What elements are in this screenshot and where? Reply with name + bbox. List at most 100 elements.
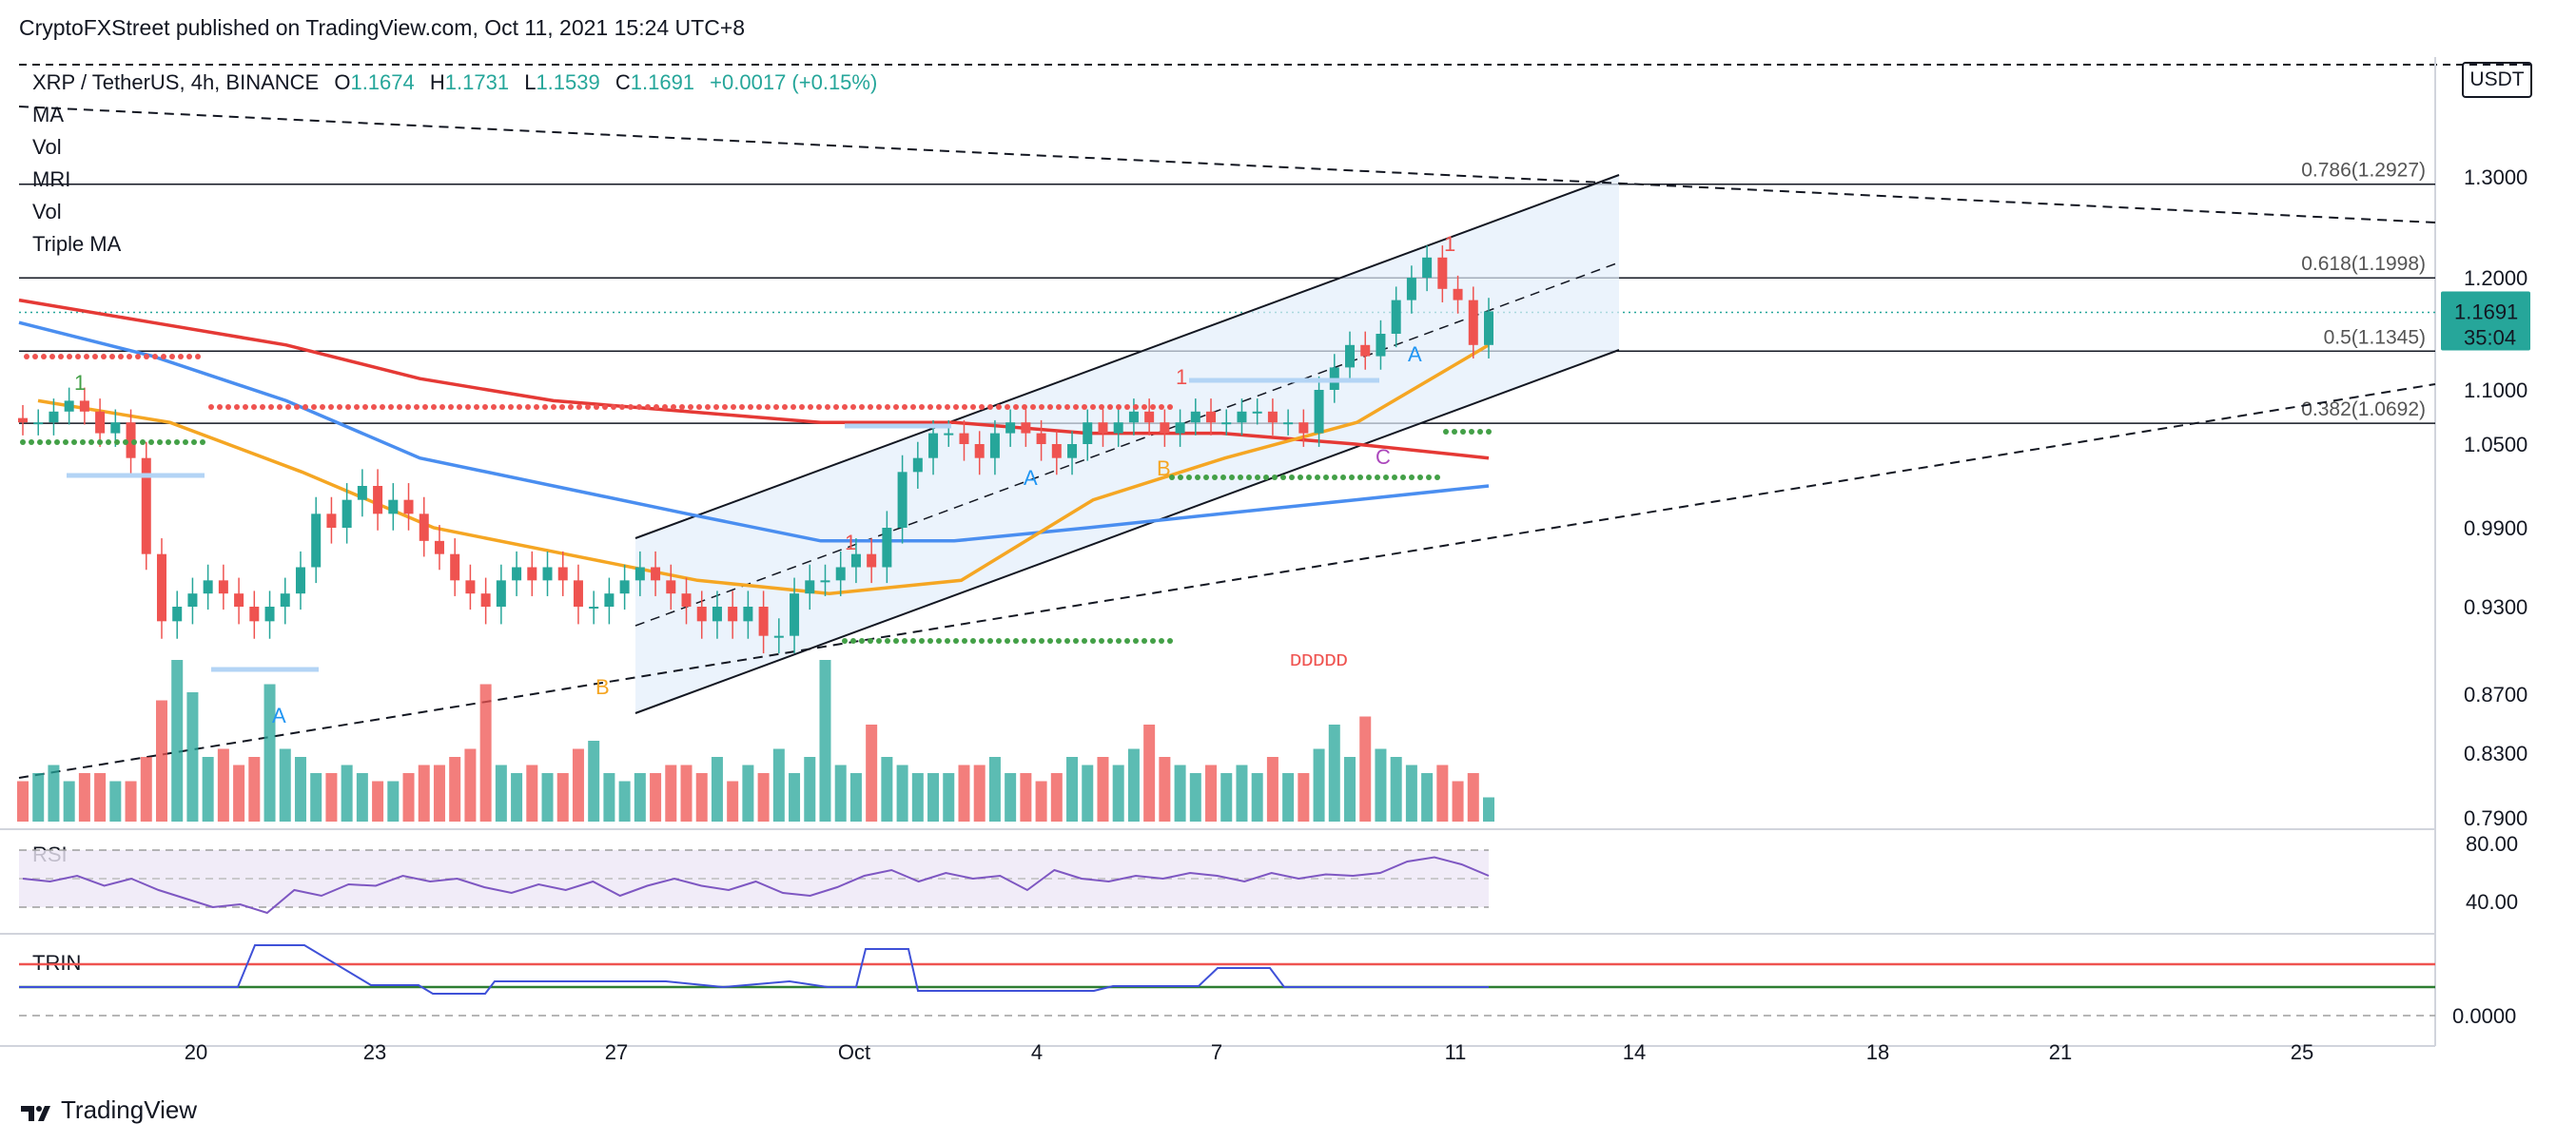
trin-line [19,944,1489,995]
wave-label: 1 [1176,365,1187,389]
red-dot-level [790,404,796,410]
green-dot-level [1022,638,1027,644]
symbol-label[interactable]: XRP / TetherUS, 4h, BINANCE [32,70,320,94]
green-dot-level [1392,475,1397,480]
trin-tick-label: 0.0000 [2452,1004,2516,1028]
candle-body [434,540,444,554]
low-value: 1.1539 [536,70,600,94]
red-dot-level [1064,404,1070,410]
volume-bar [233,765,245,822]
publisher-line: CryptoFXStreet published on TradingView.… [19,15,746,40]
candle-body [264,607,275,622]
red-dot-level [337,404,342,410]
open-key: O [334,70,351,94]
volume-bar [1127,748,1140,822]
red-dot-level [499,404,505,410]
candle-body [850,553,861,568]
volume-bar [988,757,1001,822]
indicator-vol[interactable]: Vol [32,135,62,159]
red-dot-level [970,404,976,410]
volume-bar [1082,765,1094,822]
price-tick-label: 1.2000 [2464,266,2527,290]
indicator-triple-ma[interactable]: Triple MA [32,232,122,256]
candle-body [928,433,939,458]
green-dot-level [1064,638,1070,644]
channel-drawings [18,106,2436,779]
red-dot-level [568,404,574,410]
green-dot-level [88,439,94,445]
red-dot-level [24,354,29,359]
candle-body [373,486,383,514]
candle-body [1406,278,1416,300]
candle-body [989,433,1000,458]
volume-bar [263,684,276,822]
green-dot-level [1383,475,1389,480]
candle-body [974,444,985,458]
green-dot-level [1255,475,1260,480]
candle-body [126,422,136,458]
volume-bar [819,660,831,822]
candle-body [156,553,166,622]
wave-label: B [1157,456,1171,480]
red-dot-level [225,404,231,410]
candle-body [1376,334,1386,357]
wave-label: 1 [1444,232,1455,256]
red-dot-level [671,404,676,410]
green-dot-level [885,638,890,644]
green-dot-level [1142,638,1147,644]
volume-bar [495,765,507,822]
red-dot-level [688,404,693,410]
price-tick-label: 0.7900 [2464,806,2527,830]
volume-bar [1405,765,1417,822]
candle-body [419,513,429,541]
tradingview-logo[interactable]: TradingView [19,1095,197,1125]
red-dot-level [859,404,865,410]
green-dot-level [1039,638,1044,644]
volume-bar [125,781,137,822]
candle-body [1283,422,1294,425]
time-tick-label: Oct [838,1040,870,1064]
volume-bar [742,765,754,822]
green-dot-level [953,638,959,644]
red-dot-level [320,404,325,410]
green-dot-level [868,638,873,644]
time-axis[interactable]: 20 23 27 Oct 4 7 11 14 18 21 25 [185,1040,2313,1064]
red-dot-level [953,404,959,410]
currency-badge[interactable]: USDT [2462,62,2532,98]
candle-body [1144,411,1155,423]
candle-body [1314,390,1324,434]
channel-mid [634,262,1620,627]
time-tick-label: 23 [363,1040,386,1064]
volume-bar [804,757,816,822]
candle-body [773,635,784,638]
candle-body [790,593,800,636]
candle-body [1206,411,1217,423]
rsi-pane [19,849,1490,915]
candle-body [1128,411,1139,423]
trin-title[interactable]: TRIN [32,951,82,975]
red-dot-level [474,404,479,410]
candle-body [1391,300,1401,334]
red-dot-level [919,404,925,410]
price-axis[interactable]: 1.3000 1.2000 1.1000 1.0500 0.9900 0.9300 0.87… [2441,165,2530,1028]
candle-body [944,433,954,436]
green-dot-level [927,638,933,644]
volume-bar [1159,757,1171,822]
candle-body [249,607,260,622]
candle-body [33,422,44,425]
green-dot-level [1443,429,1449,435]
volume-bar [17,781,29,822]
volume-bar [866,725,878,822]
red-dot-level [765,404,771,410]
red-dot-level [945,404,950,410]
candle-body [589,607,599,609]
indicator-vol-2[interactable]: Vol [32,200,62,223]
red-dot-level [1030,404,1036,410]
indicator-mri[interactable]: MRI [32,167,71,191]
red-dot-level [208,404,214,410]
volume-bar [387,781,400,822]
price-tick-label: 1.3000 [2464,165,2527,189]
volume-bar [680,765,693,822]
volume-bar [1359,716,1372,822]
